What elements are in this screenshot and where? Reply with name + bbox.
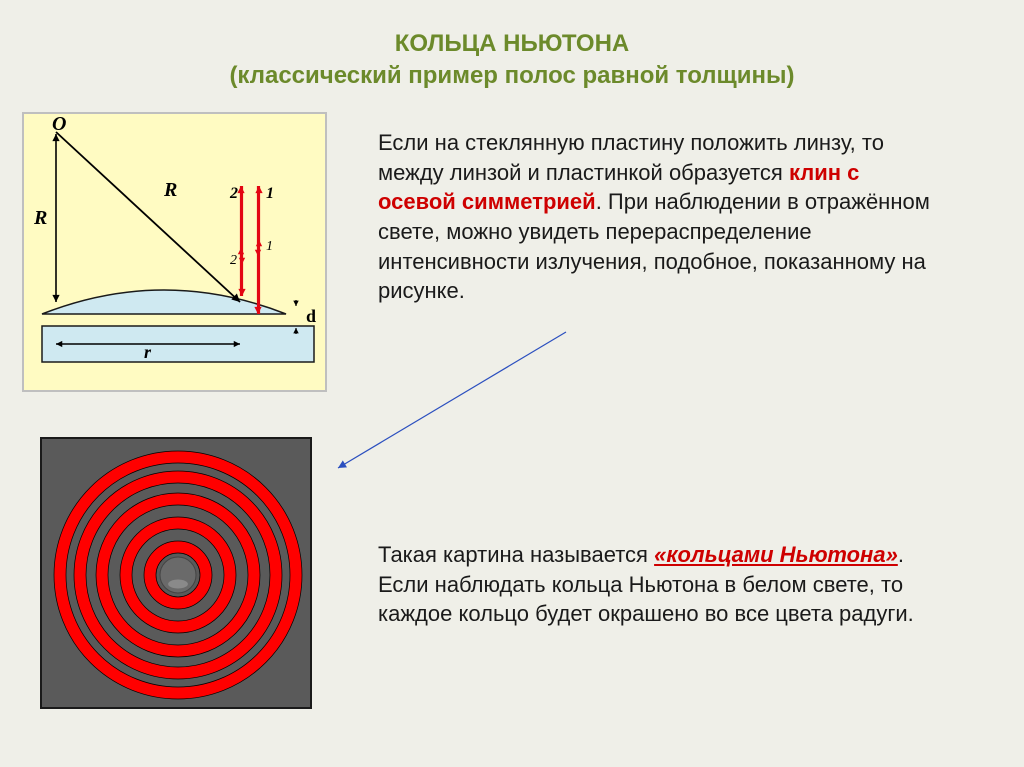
- svg-text:2: 2: [229, 185, 238, 202]
- paragraph-2: Такая картина называется «кольцами Ньюто…: [378, 540, 938, 629]
- svg-text:R: R: [33, 207, 47, 229]
- svg-text:1: 1: [266, 239, 273, 254]
- p2-pre: Такая картина называется: [378, 542, 654, 567]
- newton-rings-figure: [40, 437, 312, 709]
- svg-text:r: r: [144, 342, 152, 362]
- svg-text:d: d: [306, 306, 316, 326]
- newton-rings-svg: [42, 439, 310, 707]
- slide-title: КОЛЬЦА НЬЮТОНА (классический пример поло…: [0, 0, 1024, 93]
- p2-highlight: «кольцами Ньютона»: [654, 542, 898, 567]
- svg-text:O: O: [52, 114, 66, 135]
- title-line-2: (классический пример полос равной толщин…: [0, 60, 1024, 92]
- svg-text:R: R: [163, 179, 177, 201]
- lens-geometry-svg: O R Rr d 1 2 1 2: [24, 114, 325, 390]
- svg-text:1: 1: [266, 185, 274, 202]
- svg-text:2: 2: [230, 253, 237, 268]
- lens-geometry-diagram: O R Rr d 1 2 1 2: [22, 112, 327, 392]
- paragraph-1: Если на стеклянную пластину положить лин…: [378, 128, 938, 306]
- slide: КОЛЬЦА НЬЮТОНА (классический пример поло…: [0, 0, 1024, 767]
- title-line-1: КОЛЬЦА НЬЮТОНА: [0, 28, 1024, 60]
